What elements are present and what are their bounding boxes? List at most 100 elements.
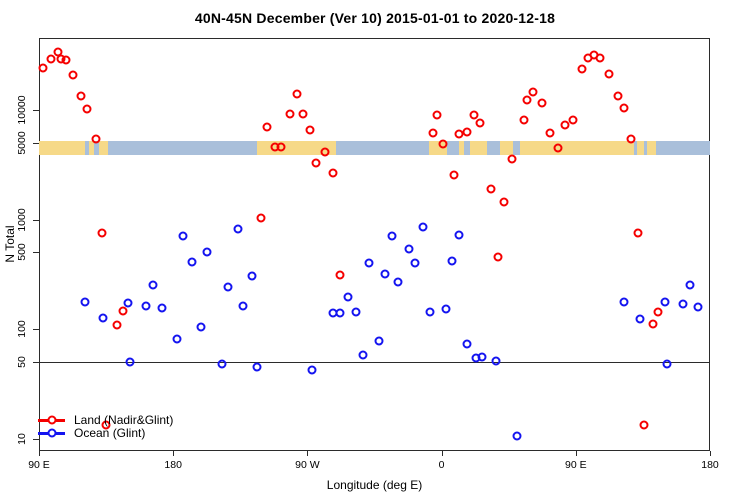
data-point-land [112, 320, 122, 330]
data-point-land [619, 103, 628, 113]
legend-item-land: Land (Nadir&Glint) [38, 413, 174, 427]
data-point-land [553, 143, 563, 153]
y-tick-label: 100 [16, 320, 28, 338]
data-point-ocean [157, 303, 167, 313]
data-point-land [438, 139, 448, 149]
data-point-land [298, 109, 308, 119]
data-point-ocean [141, 301, 151, 311]
band-segment-land [519, 141, 634, 155]
data-point-ocean [393, 277, 403, 287]
data-point-land [560, 120, 570, 130]
data-point-land [432, 110, 442, 120]
x-tick [39, 451, 40, 456]
data-point-ocean [238, 301, 248, 311]
data-point-land [305, 125, 315, 135]
data-point-land [613, 91, 623, 101]
data-point-land [499, 197, 509, 207]
data-point-land [335, 270, 345, 280]
legend-land-symbol [38, 414, 65, 426]
legend: Land (Nadir&Glint) Ocean (Glint) [38, 413, 174, 440]
data-point-land [486, 184, 496, 194]
band-segment-ocean [85, 141, 89, 155]
data-point-ocean [374, 336, 384, 346]
data-point-ocean [187, 257, 197, 267]
data-point-land [61, 55, 71, 65]
data-point-ocean [123, 298, 133, 308]
data-point-land [493, 252, 503, 262]
data-point-land [101, 420, 111, 430]
band-segment-ocean [513, 141, 520, 155]
data-point-land [82, 104, 92, 114]
data-point-land [545, 128, 555, 138]
data-point-land [522, 95, 532, 105]
data-point-ocean [693, 302, 703, 312]
band-segment-land [99, 141, 108, 155]
data-point-land [68, 70, 78, 80]
data-point-land [568, 115, 578, 125]
y-tick-label: 1000 [16, 207, 28, 232]
data-point-ocean [307, 365, 317, 375]
y-tick [33, 361, 39, 363]
data-point-ocean [660, 297, 670, 307]
data-point-ocean [619, 297, 628, 307]
data-point-ocean [196, 322, 206, 332]
x-tick-label: 180 [701, 459, 719, 471]
data-point-ocean [512, 431, 522, 441]
band-segment-land [469, 141, 488, 155]
data-point-land [595, 53, 605, 63]
data-point-ocean [343, 292, 353, 302]
data-point-land [626, 134, 636, 144]
reference-line-50 [39, 361, 710, 363]
data-point-land [320, 147, 330, 157]
band-segment-land [499, 141, 514, 155]
data-point-land [639, 420, 649, 430]
data-point-land [577, 64, 587, 74]
data-point-land [76, 91, 86, 101]
data-point-ocean [247, 271, 257, 281]
data-point-ocean [98, 313, 108, 323]
x-axis-title: Longitude (deg E) [326, 478, 423, 492]
legend-ocean-label: Ocean (Glint) [74, 426, 146, 440]
data-point-land [537, 98, 546, 108]
data-point-ocean [418, 222, 428, 231]
data-point-land [653, 307, 663, 317]
data-point-land [276, 142, 286, 152]
data-point-ocean [685, 280, 695, 290]
data-point-ocean [223, 282, 233, 292]
x-tick [173, 451, 175, 456]
legend-land-label: Land (Nadir&Glint) [74, 413, 174, 427]
data-point-land [449, 170, 459, 180]
data-point-ocean [635, 314, 645, 324]
data-point-ocean [125, 357, 135, 367]
x-tick-label: 90 E [28, 459, 50, 471]
band-segment-land [636, 141, 645, 155]
y-tick-label: 10000 [16, 95, 28, 125]
legend-ocean-circle-icon [47, 428, 56, 438]
data-point-land [475, 118, 485, 128]
data-point-land [262, 122, 272, 132]
data-point-ocean [358, 350, 368, 360]
data-point-ocean [462, 339, 472, 349]
data-point-land [38, 63, 48, 73]
data-point-land [604, 69, 614, 79]
band-segment-land [39, 141, 86, 155]
data-point-land [469, 110, 479, 120]
band-segment-ocean [487, 141, 500, 155]
band-segment-land [647, 141, 657, 155]
x-tick [575, 451, 577, 456]
band-segment-ocean [107, 141, 257, 155]
plot-area [39, 38, 710, 451]
data-point-ocean [233, 224, 243, 234]
data-point-land [519, 115, 529, 125]
y-tick-label: 500 [16, 243, 28, 262]
data-point-ocean [425, 307, 435, 317]
data-point-land [256, 213, 266, 223]
data-point-ocean [148, 280, 158, 290]
data-point-ocean [678, 299, 688, 309]
y-tick [33, 219, 39, 221]
data-point-ocean [202, 247, 212, 257]
data-point-land [97, 228, 107, 238]
x-tick-label: 90 W [295, 459, 320, 471]
y-axis-title: N Total [3, 225, 17, 263]
